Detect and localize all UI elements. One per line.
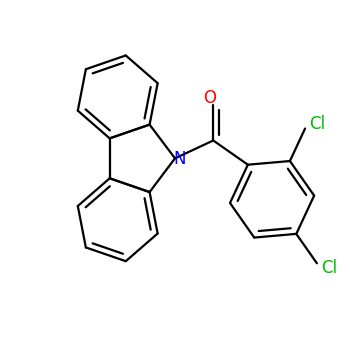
Text: O: O xyxy=(203,89,216,107)
Text: N: N xyxy=(173,150,186,168)
Text: Cl: Cl xyxy=(309,115,326,133)
Text: Cl: Cl xyxy=(321,259,337,277)
